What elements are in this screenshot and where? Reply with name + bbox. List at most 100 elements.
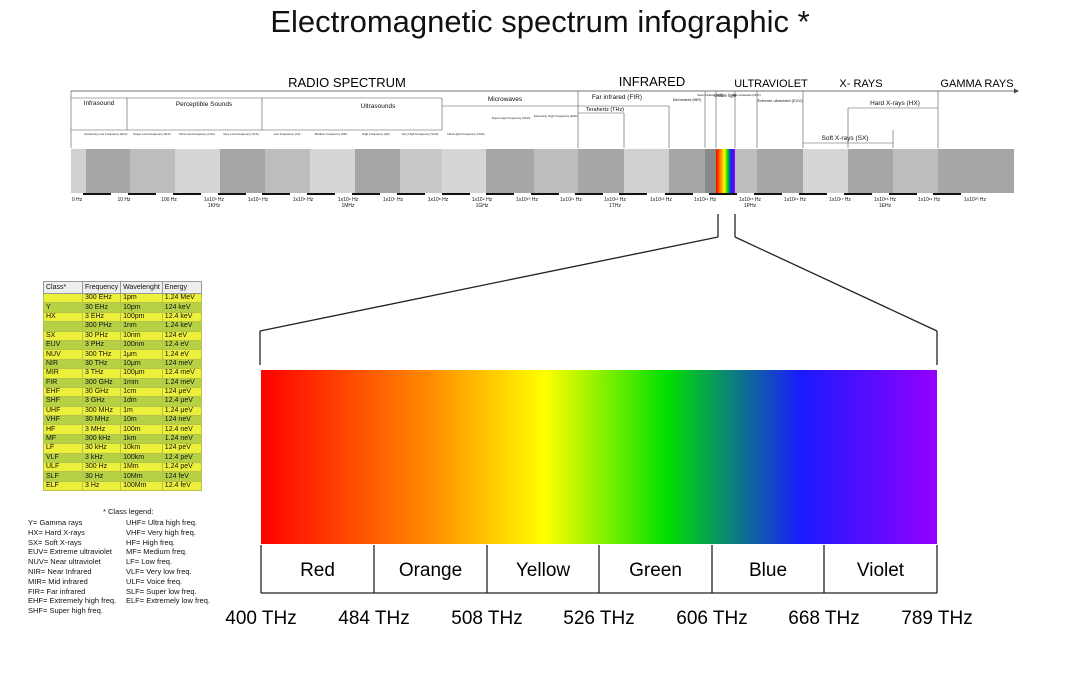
- cell-wavelength: 1dm: [120, 396, 163, 407]
- axis-arrow-icon: [1014, 88, 1019, 94]
- band-far-infrared: Far infrared (FIR): [592, 94, 642, 101]
- band-microwaves: Microwaves: [488, 96, 523, 103]
- legend-item: SX= Soft X-rays: [28, 537, 82, 547]
- cell-frequency: 3 EHz: [81, 311, 122, 323]
- cell-class: EUV: [43, 339, 83, 351]
- table-row: FIR 300 GHz 1mm 1.24 meV: [43, 377, 202, 388]
- cell-energy: 12.4 keV: [161, 311, 202, 323]
- band-elf: Extremely Low Frequency (ELF): [84, 132, 127, 136]
- col-frequency: Frequency: [81, 281, 122, 294]
- cell-class: SX: [43, 330, 83, 341]
- cell-frequency: 3 PHz: [81, 339, 122, 351]
- cell-energy: 1.24 neV: [161, 433, 202, 445]
- band-extreme-ultraviolet: Extreme ultraviolet (EUV): [757, 98, 803, 103]
- band-mid-infrared: Mid infrared (MIR): [673, 98, 701, 102]
- cell-energy: 12.4 peV: [161, 452, 202, 464]
- ruler-label: 1x10¹² Hz: [604, 197, 626, 203]
- band-visible-light: Visible light: [714, 93, 737, 98]
- cell-frequency: 300 EHz: [81, 292, 122, 304]
- class-table: Class* Frequency Wavelenght Energy 300 E…: [43, 281, 202, 492]
- cell-frequency: 300 Hz: [81, 462, 122, 473]
- legend-item: FIR= Far infrared: [28, 586, 86, 596]
- band-ultraviolet: ULTRAVIOLET: [734, 78, 808, 90]
- table-row: SHF 3 GHz 1dm 12.4 μeV: [43, 396, 202, 407]
- table-row: VHF 30 MHz 10m 124 neV: [43, 415, 202, 426]
- ruler-sublabel: 1KHz: [208, 203, 221, 209]
- cell-class: HX: [43, 311, 83, 323]
- legend-item: HX= Hard X-rays: [28, 527, 85, 537]
- legend-item: NUV= Near ultraviolet: [28, 557, 101, 567]
- cell-class: HF: [43, 424, 83, 435]
- band-hard-x-rays: Hard X-rays (HX): [870, 100, 920, 107]
- ruler-label: 1x10⁹ Hz: [472, 197, 493, 203]
- legend-item: LF= Low freq.: [126, 557, 173, 567]
- page-title: Electromagnetic spectrum infographic *: [270, 4, 810, 39]
- cell-wavelength: 1mm: [120, 377, 163, 388]
- band-slf: Super Low Frequency (SLF): [133, 132, 171, 136]
- legend-item: MF= Medium freq.: [126, 547, 188, 557]
- cell-frequency: 300 GHz: [81, 377, 122, 388]
- cell-class: ELF: [43, 480, 83, 492]
- table-row: ULF 300 Hz 1Mm 1.24 peV: [43, 462, 202, 473]
- table-row: MIR 3 THz 100μm 12.4 meV: [43, 368, 202, 379]
- ruler-label: 1x10¹⁷ Hz: [829, 197, 851, 203]
- cell-frequency: 300 MHz: [81, 405, 122, 417]
- legend-item: VLF= Very low freq.: [126, 566, 192, 576]
- cell-energy: 1.24 peV: [161, 462, 202, 473]
- cell-frequency: 30 EHz: [81, 302, 122, 313]
- ruler-sublabel: 1THz: [609, 203, 621, 209]
- col-wavelength: Wavelenght: [120, 281, 163, 294]
- freq-label: 668 THz: [788, 608, 859, 629]
- cell-class: Y: [43, 302, 83, 313]
- cell-frequency: 3 THz: [81, 368, 122, 379]
- legend-item: HF= High freq.: [126, 537, 175, 547]
- visible-spectrum-bar: [261, 370, 937, 544]
- cell-frequency: 30 Hz: [81, 471, 122, 482]
- legend-item: Y= Gamma rays: [28, 518, 83, 527]
- legend-item: VHF= Very high freq.: [126, 527, 196, 537]
- cell-frequency: 30 GHz: [81, 386, 122, 398]
- ruler-label: 1x10¹⁹ Hz: [918, 197, 941, 203]
- ruler-label: 1x10²⁰ Hz: [964, 197, 987, 203]
- cell-wavelength: 10pm: [120, 302, 163, 313]
- cell-wavelength: 100μm: [120, 368, 163, 379]
- ruler-label: 1x10¹¹ Hz: [560, 197, 582, 203]
- cell-wavelength: 1Mm: [120, 462, 163, 473]
- cell-class: SLF: [43, 471, 83, 482]
- band-x-rays: X- RAYS: [839, 78, 882, 90]
- color-label-green: Green: [629, 560, 682, 581]
- cell-energy: 1.24 meV: [161, 377, 202, 388]
- cell-frequency: 3 GHz: [81, 396, 122, 407]
- legend-item: UHF= Ultra high freq.: [126, 518, 198, 527]
- band-vlf: Very Low Frequency (VLF): [223, 132, 259, 136]
- ruler-sublabel: 1EHz: [879, 203, 892, 209]
- cell-energy: 12.4 μeV: [161, 396, 202, 407]
- cell-wavelength: 100Mm: [120, 480, 163, 492]
- cell-energy: 124 peV: [161, 443, 202, 454]
- cell-energy: 1.24 μeV: [161, 405, 202, 417]
- color-label-blue: Blue: [749, 560, 787, 581]
- ruler-label: 1x10³ Hz: [204, 197, 225, 203]
- cell-wavelength: 10Mm: [120, 471, 163, 482]
- legend-left: Y= Gamma rays HX= Hard X-rays SX= Soft X-r…: [28, 518, 116, 616]
- legend-item: ULF= Voice freq.: [126, 576, 183, 586]
- cell-class: UHF: [43, 405, 83, 417]
- band-infrasound: Infrasound: [84, 100, 115, 107]
- ruler-sublabel: 1GHz: [476, 203, 489, 209]
- table-row: LF 30 kHz 10km 124 peV: [43, 443, 202, 454]
- band-radio-spectrum: RADIO SPECTRUM: [288, 75, 406, 90]
- band-terahertz: Terahertz (THz): [586, 107, 624, 113]
- cell-energy: 12.4 eV: [161, 339, 202, 351]
- band-perceptible-sounds: Perceptible Sounds: [176, 101, 233, 108]
- cell-frequency: 30 kHz: [81, 443, 122, 454]
- cell-energy: 1.24 eV: [161, 349, 202, 360]
- freq-label: 606 THz: [676, 608, 747, 629]
- ruler-label: 1x10¹³ Hz: [650, 197, 672, 203]
- table-row: 300 EHz 1pm 1.24 MeV: [43, 292, 202, 304]
- cell-frequency: 30 MHz: [81, 415, 122, 426]
- cell-class: MIR: [43, 368, 83, 379]
- table-row: HX 3 EHz 100pm 12.4 keV: [43, 311, 202, 323]
- cell-class: EHF: [43, 386, 83, 398]
